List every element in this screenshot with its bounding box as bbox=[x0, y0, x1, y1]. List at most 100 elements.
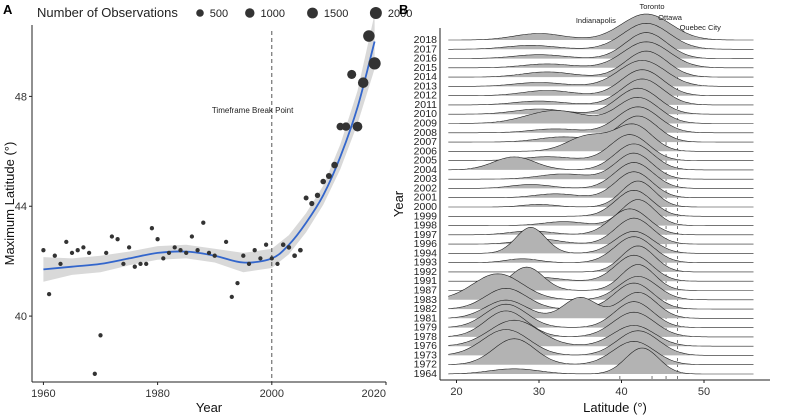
data-point bbox=[325, 173, 332, 179]
year-label: 1998 bbox=[414, 220, 438, 232]
data-point bbox=[229, 294, 234, 300]
year-label: 1978 bbox=[414, 331, 438, 343]
year-label: 1992 bbox=[414, 266, 438, 278]
data-point bbox=[223, 239, 229, 245]
ridge-outline bbox=[448, 96, 754, 124]
data-point bbox=[363, 30, 375, 42]
data-point bbox=[109, 234, 115, 239]
year-label: 2015 bbox=[414, 62, 438, 74]
data-point bbox=[241, 253, 246, 258]
data-point bbox=[184, 250, 189, 256]
ridge-fill bbox=[448, 283, 754, 310]
ridge-outline bbox=[448, 87, 754, 115]
data-point bbox=[201, 220, 206, 225]
year-label: 1972 bbox=[414, 359, 438, 371]
year-label: 1964 bbox=[414, 368, 438, 380]
data-point bbox=[235, 280, 240, 286]
data-point bbox=[303, 195, 309, 201]
year-label: 2001 bbox=[414, 192, 438, 204]
data-point bbox=[144, 261, 149, 267]
legend: Number of Observations 500 1000 1500 2000 bbox=[37, 5, 412, 20]
ridge-outline bbox=[448, 78, 754, 106]
legend-circle bbox=[369, 7, 382, 19]
ridge-fill bbox=[448, 97, 754, 124]
ridge-outline bbox=[448, 50, 754, 78]
ridge-outline bbox=[448, 106, 754, 134]
data-point bbox=[166, 250, 172, 256]
legend-circle bbox=[245, 8, 255, 18]
ridge-outline bbox=[448, 69, 754, 96]
ridge-outline bbox=[448, 273, 754, 301]
y-axis-label-b: Year bbox=[391, 190, 406, 217]
legend-title: Number of Observations bbox=[37, 5, 178, 20]
ridge-fill bbox=[448, 264, 754, 291]
data-point bbox=[172, 245, 177, 250]
x-axis-label-b: Latitude (°) bbox=[583, 400, 647, 415]
confidence-ribbon bbox=[43, 14, 375, 282]
legend-label: 1000 bbox=[260, 8, 284, 20]
y-axis-label: Maximum Latitude (°) bbox=[2, 142, 17, 266]
data-point bbox=[212, 253, 217, 258]
data-point bbox=[336, 122, 345, 131]
x-tick-label-b: 30 bbox=[533, 386, 545, 398]
year-label: 1976 bbox=[414, 340, 438, 352]
ridge-outline bbox=[448, 41, 754, 69]
panel-a: Timeframe Break Point 1960 1980 2000 2020 4… bbox=[2, 5, 412, 415]
year-label: 2016 bbox=[414, 53, 438, 65]
data-point bbox=[275, 261, 280, 267]
legend-circle bbox=[307, 7, 318, 19]
ridge-fill bbox=[448, 123, 754, 152]
panel-a-letter: A bbox=[3, 2, 13, 17]
data-point bbox=[58, 261, 63, 267]
ridge-outline bbox=[448, 208, 754, 236]
year-label: 2017 bbox=[414, 43, 438, 55]
year-label: 2005 bbox=[414, 155, 438, 167]
year-tick-labels: 1964197219731976197819791981198219831987… bbox=[414, 34, 438, 380]
ridges-group bbox=[448, 13, 754, 375]
ridge-fill bbox=[448, 236, 754, 263]
legend-label: 1500 bbox=[324, 8, 348, 20]
data-point bbox=[115, 237, 120, 242]
ridge-outline bbox=[448, 32, 754, 59]
data-point bbox=[161, 256, 166, 261]
year-label: 2014 bbox=[414, 71, 438, 83]
ridge-outline bbox=[448, 189, 754, 217]
year-label: 1983 bbox=[414, 294, 438, 306]
ridge-outline bbox=[448, 180, 754, 208]
year-label: 2004 bbox=[414, 164, 438, 176]
ridge-fill bbox=[448, 153, 754, 180]
data-point bbox=[69, 250, 75, 256]
data-point bbox=[292, 253, 297, 259]
ridge-fill bbox=[448, 60, 754, 87]
data-point bbox=[352, 121, 363, 132]
data-point bbox=[98, 333, 103, 338]
x-ticks: 1960 1980 2000 2020 bbox=[31, 382, 387, 400]
data-point bbox=[52, 253, 57, 258]
ridge-fill bbox=[448, 134, 754, 161]
ridge-outline bbox=[448, 310, 754, 338]
data-point bbox=[86, 250, 92, 256]
ridge-outline bbox=[448, 338, 754, 365]
ridge-outline bbox=[448, 152, 754, 180]
ridge-outline bbox=[448, 162, 754, 189]
data-point bbox=[314, 192, 321, 198]
ridge-fill bbox=[448, 23, 754, 50]
data-point bbox=[75, 248, 80, 253]
legend-label: 2000 bbox=[388, 8, 412, 20]
year-label: 1997 bbox=[414, 229, 438, 241]
x-ticks-b: 20 30 40 50 bbox=[450, 380, 710, 398]
year-label: 2010 bbox=[414, 108, 438, 120]
data-point bbox=[269, 256, 274, 261]
ridge-outline bbox=[448, 329, 754, 356]
data-point bbox=[309, 200, 315, 207]
data-point bbox=[104, 250, 109, 256]
ridge-outline bbox=[448, 245, 754, 273]
data-point bbox=[195, 248, 200, 253]
ridge-outline bbox=[448, 282, 754, 310]
year-label: 1981 bbox=[414, 312, 438, 324]
data-point bbox=[92, 371, 97, 376]
year-label: 1993 bbox=[414, 257, 438, 269]
